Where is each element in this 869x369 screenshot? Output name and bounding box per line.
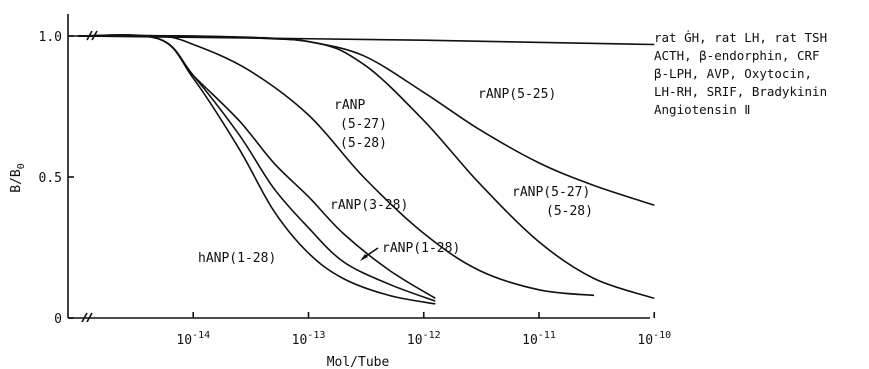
x-tick-label: 10-12: [407, 330, 441, 348]
x-axis-break: [81, 312, 93, 323]
x-ticks: 10-14 10-13 10-12 10-11 10-10: [176, 312, 671, 348]
label-ranp-3-28: rANP(3-28): [330, 198, 408, 213]
label-ranp-stack-1: rANP: [334, 98, 365, 113]
x-tick-label: 10-10: [637, 330, 671, 348]
y-axis-label-main: B/B: [9, 169, 24, 193]
legend-block: rat ĠH, rat LH, rat TSH ACTH, β-endorphi…: [654, 29, 827, 117]
x-axis-label: Mol/Tube: [327, 355, 390, 369]
label-ranp-1-28: rANP(1-28): [382, 241, 460, 256]
series-curve-4: [77, 34, 595, 297]
y-ticks: 0 0.5 1.0: [39, 30, 74, 327]
x-tick-label: 10-13: [292, 330, 326, 348]
series-curve-6: [77, 34, 655, 206]
svg-text:B/B0: B/B0: [9, 163, 27, 193]
curves: [77, 34, 655, 305]
legend-line-2: ACTH, β-endorphin, CRF: [654, 48, 820, 63]
legend-line-1: rat ĠH, rat LH, rat TSH: [654, 29, 827, 45]
label-ranp-stack-2: (5-27): [340, 117, 387, 132]
x-tick-label: 10-14: [176, 330, 210, 348]
y-tick-label: 1.0: [39, 30, 62, 45]
y-tick-label: 0: [54, 312, 62, 327]
label-ranp-5-28-right: (5-28): [546, 204, 593, 219]
y-axis-label: B/B0: [9, 163, 27, 193]
legend-line-3: β-LPH, AVP, Oxytocin,: [654, 66, 812, 81]
series-curve-7: [77, 35, 655, 46]
series-curve-3: [77, 34, 436, 299]
y-tick-label: 0.5: [39, 171, 62, 186]
label-hanp-1-28: hANP(1-28): [198, 251, 276, 266]
label-ranp-stack-3: (5-28): [340, 136, 387, 151]
label-ranp-5-27-right: rANP(5-27): [512, 185, 590, 200]
label-ranp-1-28-arrowhead: [360, 254, 368, 261]
y-axis-label-sub: 0: [16, 163, 27, 169]
series-curve-5: [77, 34, 655, 300]
x-tick-label: 10-11: [522, 330, 556, 348]
legend-line-5: Angiotensin Ⅱ: [654, 102, 750, 117]
curve-labels: hANP(1-28) rANP(1-28) rANP(3-28) rANP (5…: [198, 87, 593, 266]
label-ranp-5-25: rANP(5-25): [478, 87, 556, 102]
legend-line-4: LH-RH, SRIF, Bradykinin: [654, 84, 827, 99]
